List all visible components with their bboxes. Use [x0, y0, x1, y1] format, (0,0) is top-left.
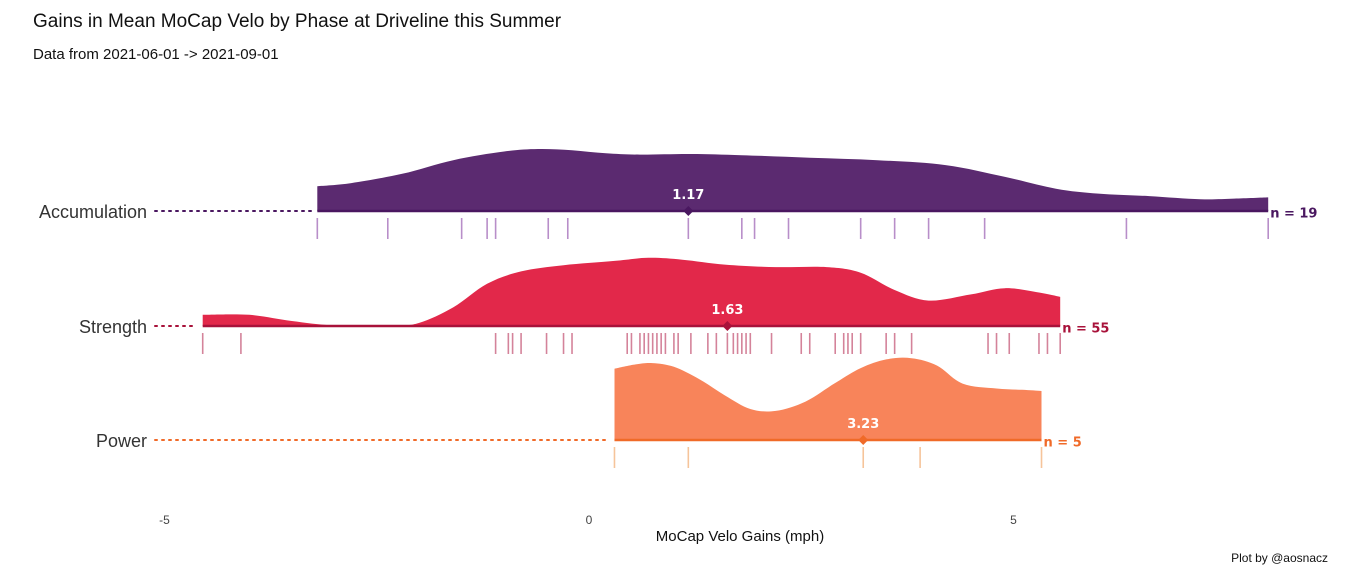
rug-accumulation [316, 218, 1269, 239]
n-label-power: n = 5 [1044, 436, 1082, 451]
category-label-strength: Strength [79, 317, 147, 337]
mean-label-strength: 1.63 [711, 303, 743, 318]
series-power: Power 3.23 n = 5 [96, 357, 1082, 468]
mean-marker-strength [722, 321, 733, 331]
rug-strength [201, 333, 1061, 354]
n-label-accumulation: n = 19 [1270, 207, 1317, 222]
mean-marker-power [858, 435, 869, 445]
series-accumulation: Accumulation 1.17 n = 19 [39, 148, 1317, 239]
x-tick-label: 0 [586, 513, 593, 527]
chart-title: Gains in Mean MoCap Velo by Phase at Dri… [33, 11, 562, 32]
x-axis: -5 0 5 [159, 513, 1017, 527]
series-strength: Strength 1.63 n = 55 [79, 257, 1109, 354]
caption: Plot by @aosnacz [1231, 551, 1328, 565]
rug-power [613, 447, 1043, 468]
x-tick-label: 5 [1010, 513, 1017, 527]
x-tick-label: -5 [159, 513, 170, 527]
mean-label-power: 3.23 [847, 417, 879, 432]
n-label-strength: n = 55 [1062, 322, 1109, 337]
density-power [614, 357, 1042, 440]
category-label-accumulation: Accumulation [39, 202, 147, 222]
density-accumulation [317, 148, 1269, 211]
category-label-power: Power [96, 431, 147, 451]
mean-label-accumulation: 1.17 [672, 188, 704, 203]
density-strength [202, 257, 1061, 326]
mean-marker-accumulation [683, 206, 694, 216]
x-axis-label: MoCap Velo Gains (mph) [656, 528, 824, 545]
chart-subtitle: Data from 2021-06-01 -> 2021-09-01 [33, 46, 279, 63]
ridges: Accumulation 1.17 n = 19 Strength 1.63 n = 55… [39, 148, 1317, 468]
